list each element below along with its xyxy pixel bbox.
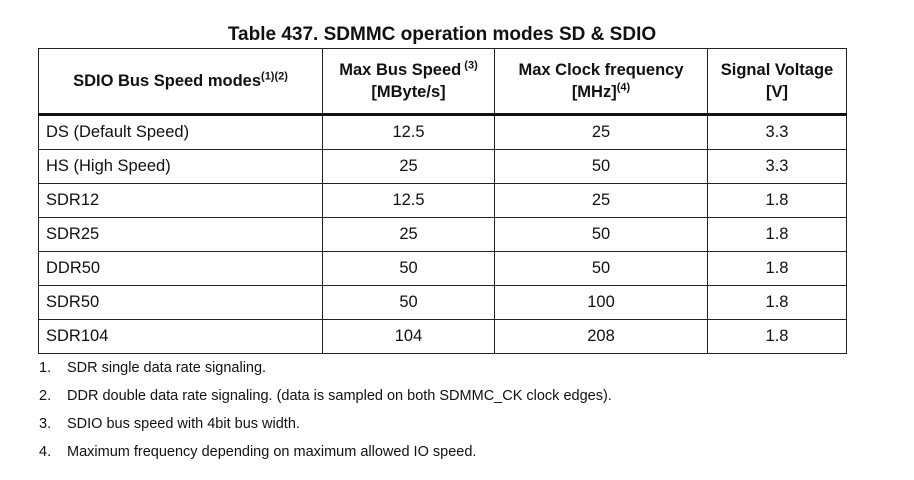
- cell-voltage: 1.8: [707, 285, 847, 320]
- footnote-number: 3.: [39, 416, 52, 432]
- cell-speed: 12.5: [322, 114, 495, 150]
- footnote-number: 1.: [39, 360, 52, 376]
- footnote-ref: (1)(2): [261, 70, 288, 83]
- header-mode: SDIO Bus Speed modes(1)(2): [38, 48, 323, 116]
- table-row: SDR25 25 50 1.8: [38, 217, 847, 252]
- cell-speed: 50: [322, 285, 495, 320]
- footnote-text: SDR single data rate signaling.: [67, 360, 267, 376]
- footnote-number: 2.: [39, 388, 52, 404]
- cell-voltage: 3.3: [707, 114, 847, 150]
- cell-mode: SDR12: [38, 183, 323, 218]
- table-row: HS (High Speed) 25 50 3.3: [38, 149, 847, 184]
- cell-clock: 208: [494, 319, 708, 354]
- footnote: 4. Maximum frequency depending on maximu…: [39, 440, 612, 468]
- cell-voltage: 3.3: [707, 149, 847, 184]
- footnote-ref: (4): [616, 81, 631, 94]
- cell-clock: 100: [494, 285, 708, 320]
- sdmmc-modes-table: SDIO Bus Speed modes(1)(2) Max Bus Speed…: [38, 48, 847, 354]
- cell-mode: HS (High Speed): [38, 149, 323, 184]
- cell-clock: 25: [494, 114, 708, 150]
- header-row: SDIO Bus Speed modes(1)(2) Max Bus Speed…: [38, 48, 847, 116]
- cell-clock: 50: [494, 251, 708, 286]
- cell-voltage: 1.8: [707, 183, 847, 218]
- footnote-ref: (3): [461, 59, 478, 72]
- table-row: SDR50 50 100 1.8: [38, 285, 847, 320]
- cell-clock: 25: [494, 183, 708, 218]
- table-title: Table 437. SDMMC operation modes SD & SD…: [227, 24, 657, 45]
- cell-speed: 12.5: [322, 183, 495, 218]
- table-row: SDR104 104 208 1.8: [38, 319, 847, 354]
- header-max-bus-speed: Max Bus Speed (3) [MByte/s]: [322, 48, 495, 116]
- table-row: DDR50 50 50 1.8: [38, 251, 847, 286]
- footnotes: 1. SDR single data rate signaling. 2. DD…: [39, 356, 612, 468]
- footnote: 1. SDR single data rate signaling.: [39, 356, 612, 384]
- footnote-number: 4.: [39, 444, 52, 460]
- cell-mode: SDR104: [38, 319, 323, 354]
- cell-mode: DS (Default Speed): [38, 114, 323, 150]
- cell-speed: 104: [322, 319, 495, 354]
- footnote-text: DDR double data rate signaling. (data is…: [67, 388, 612, 404]
- cell-clock: 50: [494, 217, 708, 252]
- cell-speed: 50: [322, 251, 495, 286]
- cell-speed: 25: [322, 217, 495, 252]
- cell-mode: DDR50: [38, 251, 323, 286]
- cell-voltage: 1.8: [707, 251, 847, 286]
- footnote-text: Maximum frequency depending on maximum a…: [67, 444, 477, 460]
- footnote-text: SDIO bus speed with 4bit bus width.: [67, 416, 300, 432]
- table-row: SDR12 12.5 25 1.8: [38, 183, 847, 218]
- cell-speed: 25: [322, 149, 495, 184]
- cell-clock: 50: [494, 149, 708, 184]
- cell-voltage: 1.8: [707, 217, 847, 252]
- table-row: DS (Default Speed) 12.5 25 3.3: [38, 114, 847, 150]
- footnote: 3. SDIO bus speed with 4bit bus width.: [39, 412, 612, 440]
- footnote: 2. DDR double data rate signaling. (data…: [39, 384, 612, 412]
- header-signal-voltage: Signal Voltage [V]: [707, 48, 847, 116]
- cell-mode: SDR50: [38, 285, 323, 320]
- cell-voltage: 1.8: [707, 319, 847, 354]
- header-max-clock-frequency: Max Clock frequency [MHz](4): [494, 48, 708, 116]
- cell-mode: SDR25: [38, 217, 323, 252]
